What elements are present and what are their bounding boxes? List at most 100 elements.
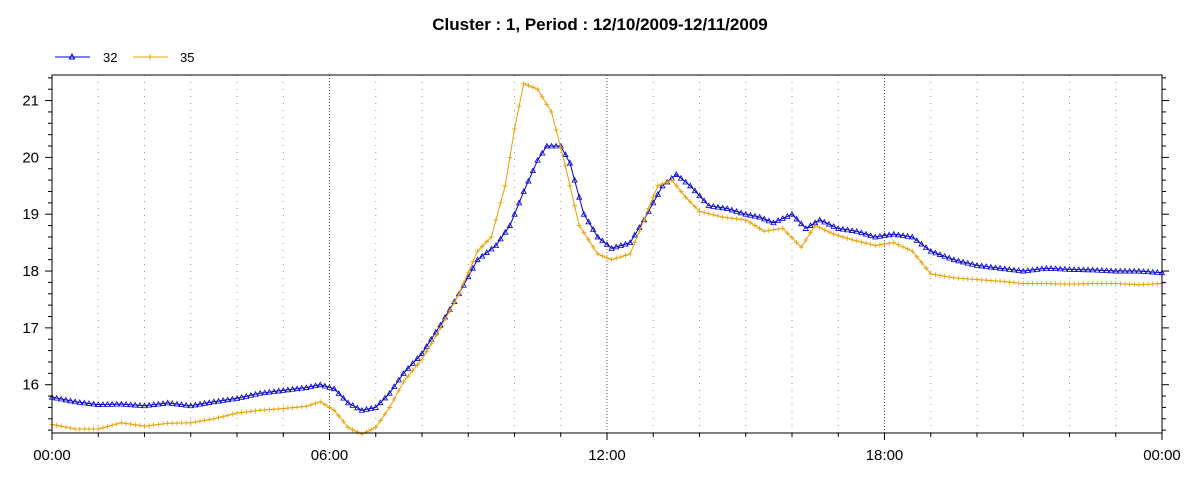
data-point bbox=[174, 420, 180, 426]
data-point bbox=[275, 387, 282, 394]
data-point bbox=[543, 142, 551, 149]
data-point bbox=[151, 422, 157, 428]
data-point bbox=[1010, 266, 1018, 273]
data-point bbox=[1067, 281, 1072, 287]
data-point bbox=[936, 251, 944, 257]
data-point bbox=[1020, 267, 1027, 274]
data-point bbox=[344, 399, 352, 406]
data-point bbox=[1062, 281, 1068, 287]
data-point bbox=[391, 383, 398, 389]
data-point bbox=[1057, 281, 1063, 287]
data-point bbox=[821, 218, 828, 225]
data-point bbox=[784, 213, 791, 219]
data-point bbox=[178, 401, 185, 407]
data-point bbox=[728, 206, 736, 213]
data-point bbox=[211, 416, 217, 422]
y-tick-label: 19 bbox=[22, 206, 39, 223]
data-point bbox=[1052, 265, 1059, 272]
data-point bbox=[895, 231, 902, 238]
data-point bbox=[576, 193, 583, 200]
data-point bbox=[696, 192, 703, 199]
data-point bbox=[1075, 266, 1082, 272]
data-point bbox=[372, 404, 379, 410]
data-point bbox=[349, 402, 356, 408]
grid-lines bbox=[97, 75, 1117, 433]
data-point bbox=[1154, 281, 1160, 287]
data-point bbox=[202, 417, 208, 423]
data-point bbox=[359, 431, 365, 437]
data-point bbox=[67, 397, 74, 404]
data-point bbox=[942, 273, 948, 279]
data-point bbox=[831, 231, 837, 237]
data-point bbox=[571, 176, 578, 183]
data-point bbox=[747, 220, 753, 226]
data-point bbox=[243, 409, 249, 415]
data-point bbox=[391, 396, 397, 402]
data-point bbox=[155, 400, 162, 407]
data-point bbox=[1011, 280, 1017, 286]
data-point bbox=[867, 232, 874, 238]
data-point bbox=[1108, 281, 1114, 287]
data-point bbox=[987, 263, 995, 270]
data-point bbox=[442, 316, 448, 322]
data-point bbox=[701, 210, 707, 216]
data-point bbox=[1127, 281, 1133, 287]
data-point bbox=[155, 421, 161, 427]
data-point bbox=[891, 240, 897, 246]
data-point bbox=[331, 407, 337, 413]
data-point bbox=[81, 399, 88, 406]
data-point bbox=[549, 109, 554, 115]
data-point bbox=[253, 408, 258, 414]
data-point bbox=[890, 230, 897, 237]
data-point bbox=[433, 333, 439, 339]
data-point bbox=[169, 420, 175, 426]
data-point bbox=[470, 259, 476, 265]
data-point bbox=[1066, 266, 1073, 272]
x-tick-label: 00:00 bbox=[33, 447, 71, 464]
data-point bbox=[1002, 279, 1008, 285]
data-point bbox=[580, 210, 588, 217]
data-point bbox=[576, 223, 582, 229]
data-point bbox=[1154, 269, 1161, 275]
data-point bbox=[1126, 267, 1133, 274]
data-point bbox=[830, 222, 837, 229]
data-point bbox=[673, 171, 680, 177]
data-point bbox=[872, 233, 879, 240]
data-point bbox=[710, 212, 716, 218]
data-point bbox=[724, 215, 730, 221]
data-point bbox=[845, 235, 850, 241]
data-point bbox=[63, 424, 69, 430]
data-point bbox=[909, 248, 915, 254]
data-point bbox=[918, 240, 925, 247]
data-point bbox=[613, 243, 620, 250]
data-point bbox=[113, 400, 120, 407]
data-point bbox=[262, 407, 268, 413]
data-point bbox=[816, 216, 823, 223]
data-point bbox=[424, 348, 430, 354]
data-point bbox=[780, 225, 786, 231]
data-point bbox=[414, 362, 420, 368]
data-point bbox=[100, 425, 106, 431]
data-point bbox=[979, 277, 985, 283]
data-point bbox=[447, 308, 453, 314]
data-point bbox=[187, 402, 194, 409]
data-point bbox=[1030, 281, 1035, 287]
data-point bbox=[590, 244, 596, 250]
data-point bbox=[913, 237, 921, 243]
data-point bbox=[1061, 265, 1069, 272]
data-point bbox=[743, 217, 749, 223]
data-point bbox=[562, 151, 569, 157]
data-point bbox=[511, 210, 518, 217]
data-point bbox=[586, 237, 591, 243]
data-point bbox=[886, 240, 892, 246]
data-point bbox=[817, 225, 823, 231]
data-point bbox=[705, 202, 712, 209]
data-point bbox=[1094, 266, 1101, 273]
data-point bbox=[418, 350, 426, 356]
data-point bbox=[438, 325, 443, 331]
data-point bbox=[382, 411, 388, 417]
data-point bbox=[358, 406, 366, 413]
data-point bbox=[798, 244, 804, 250]
data-point bbox=[803, 237, 809, 243]
data-point bbox=[687, 182, 694, 189]
